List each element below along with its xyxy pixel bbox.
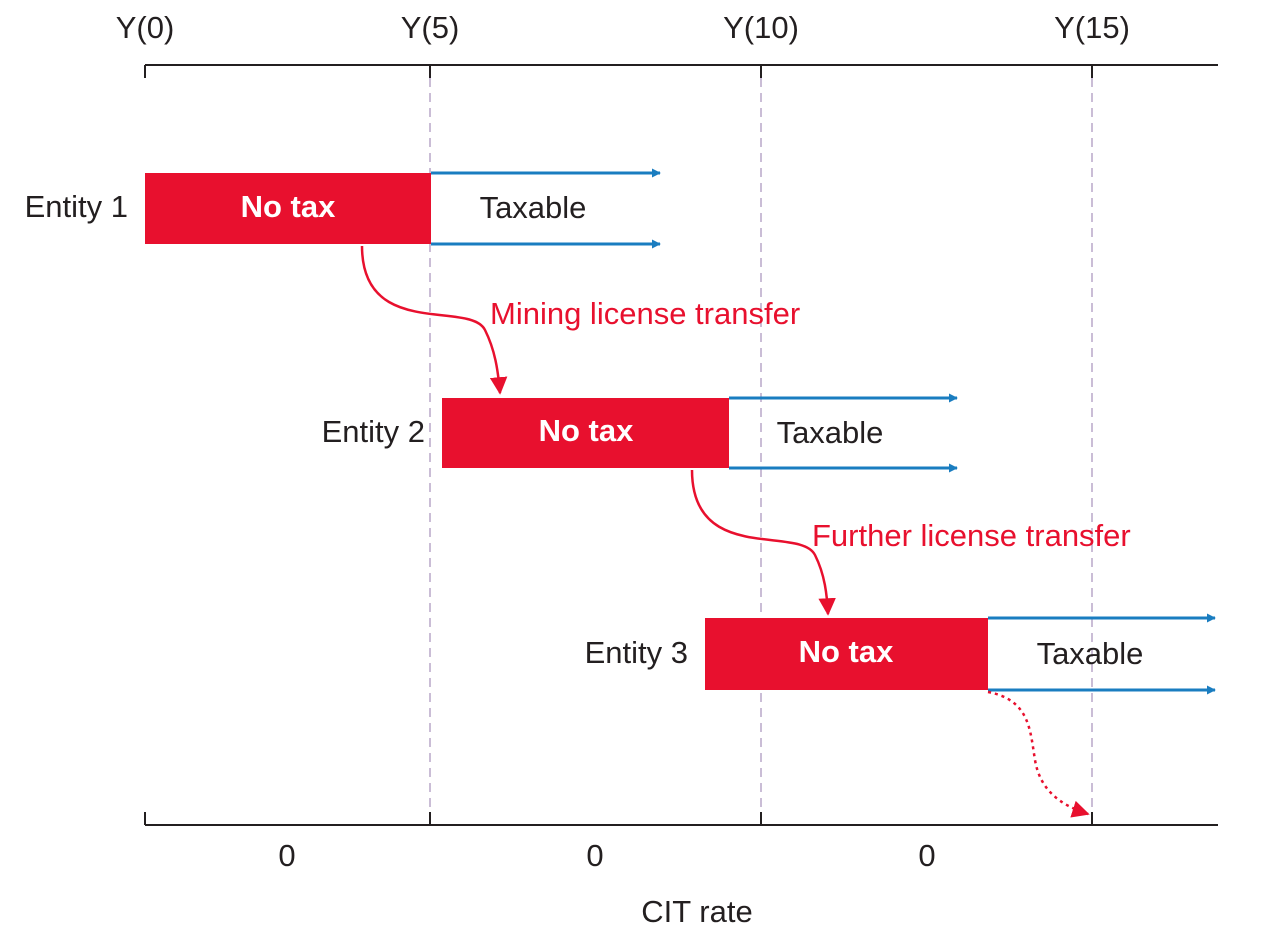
rate-label: 0 <box>586 838 603 873</box>
entity-row: Entity 2 No tax Taxable <box>322 393 958 473</box>
no-tax-box <box>442 398 729 468</box>
transfer-label: Further license transfer <box>812 518 1131 553</box>
year-label: Y(5) <box>401 10 460 45</box>
rate-label: 0 <box>918 838 935 873</box>
top-axis: Y(0) Y(5) Y(10) Y(15) <box>116 10 1218 78</box>
future-transfer-arrow <box>987 690 1090 818</box>
year-label: Y(15) <box>1054 10 1130 45</box>
entity-label: Entity 3 <box>585 635 688 670</box>
no-tax-box <box>145 173 431 244</box>
no-tax-label: No tax <box>539 413 635 448</box>
taxable-label: Taxable <box>480 190 587 225</box>
entity-label: Entity 1 <box>25 189 128 224</box>
transfer-label: Mining license transfer <box>490 296 800 331</box>
entity-row: Entity 1 No tax Taxable <box>25 168 661 249</box>
year-label: Y(0) <box>116 10 175 45</box>
entity-row: Entity 3 No tax Taxable <box>585 613 1216 695</box>
no-tax-box <box>705 618 988 690</box>
bottom-axis: 0 0 0 CIT rate <box>144 812 1218 929</box>
axis-title: CIT rate <box>641 894 752 929</box>
no-tax-label: No tax <box>799 634 895 669</box>
entity-label: Entity 2 <box>322 414 425 449</box>
transfer-arrow <box>360 245 508 395</box>
rate-label: 0 <box>278 838 295 873</box>
no-tax-label: No tax <box>241 189 337 224</box>
taxable-label: Taxable <box>1037 636 1144 671</box>
year-label: Y(10) <box>723 10 799 45</box>
transfer-arrow <box>690 469 836 616</box>
taxable-label: Taxable <box>777 415 884 450</box>
